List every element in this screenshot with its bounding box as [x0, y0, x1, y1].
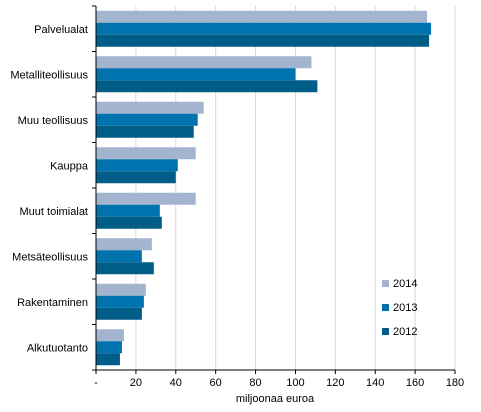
legend-swatch-2013: [382, 304, 389, 311]
bar-metalliteollisuus-2013: [96, 68, 296, 81]
bar-kauppa-2013: [96, 159, 178, 172]
legend-label-2014: 2014: [393, 278, 417, 290]
x-tick-label: 80: [249, 377, 261, 389]
x-tick-label: 100: [286, 377, 304, 389]
x-tick-label: 160: [406, 377, 424, 389]
x-tick-label: 120: [326, 377, 344, 389]
x-tick-label: -: [94, 377, 98, 389]
legend-swatch-2014: [382, 280, 389, 287]
x-tick-label: 60: [210, 377, 222, 389]
category-labels: Palvelualat Metalliteollisuus Muu teollisu…: [10, 24, 89, 355]
axes: [92, 5, 456, 374]
bar-palvelualat-2014: [96, 10, 428, 23]
bar-metsäteollisuus-2012: [96, 262, 154, 275]
bar-rakentaminen-2014: [96, 283, 146, 296]
bar-metsäteollisuus-2014: [96, 238, 152, 251]
bar-metalliteollisuus-2012: [96, 80, 318, 93]
legend-label-2013: 2013: [393, 302, 417, 314]
legend-label-2012: 2012: [393, 326, 417, 338]
bar-rakentaminen-2012: [96, 307, 142, 320]
bar-rakentaminen-2013: [96, 295, 144, 308]
legend: 2014 2013 2012: [382, 278, 417, 338]
bar-muu-teollisuus-2014: [96, 101, 204, 114]
x-axis-title: miljoonaa euroa: [236, 393, 315, 405]
category-label: Metsäteollisuus: [12, 251, 88, 263]
bar-kauppa-2014: [96, 147, 196, 160]
bar-muu-teollisuus-2012: [96, 125, 194, 138]
bar-palvelualat-2012: [96, 34, 430, 47]
x-tick-label: 40: [170, 377, 182, 389]
category-label: Muu teollisuus: [18, 115, 89, 127]
bar-alkutuotanto-2013: [96, 341, 122, 354]
bar-metalliteollisuus-2014: [96, 56, 312, 69]
bar-palvelualat-2013: [96, 22, 432, 35]
bar-kauppa-2012: [96, 171, 176, 184]
bar-alkutuotanto-2014: [96, 329, 124, 342]
category-label: Muut toimialat: [20, 206, 88, 218]
x-tick-label: 180: [446, 377, 464, 389]
category-label: Alkutuotanto: [27, 342, 88, 354]
bar-muut-toimialat-2014: [96, 192, 196, 205]
category-label: Kauppa: [50, 160, 89, 172]
bar-alkutuotanto-2012: [96, 353, 120, 366]
bar-muu-teollisuus-2013: [96, 113, 198, 126]
legend-swatch-2012: [382, 328, 389, 335]
category-label: Palvelualat: [34, 24, 88, 36]
bar-muut-toimialat-2013: [96, 204, 160, 217]
category-label: Rakentaminen: [17, 297, 88, 309]
x-tick-label: 20: [130, 377, 142, 389]
category-label: Metalliteollisuus: [10, 69, 88, 81]
x-tick-label: 140: [366, 377, 384, 389]
bar-muut-toimialat-2012: [96, 216, 162, 229]
bar-metsäteollisuus-2013: [96, 250, 142, 263]
bars: [96, 10, 432, 366]
x-tick-labels: - 20 40 60 80 100 120 140 160 180: [94, 377, 464, 389]
